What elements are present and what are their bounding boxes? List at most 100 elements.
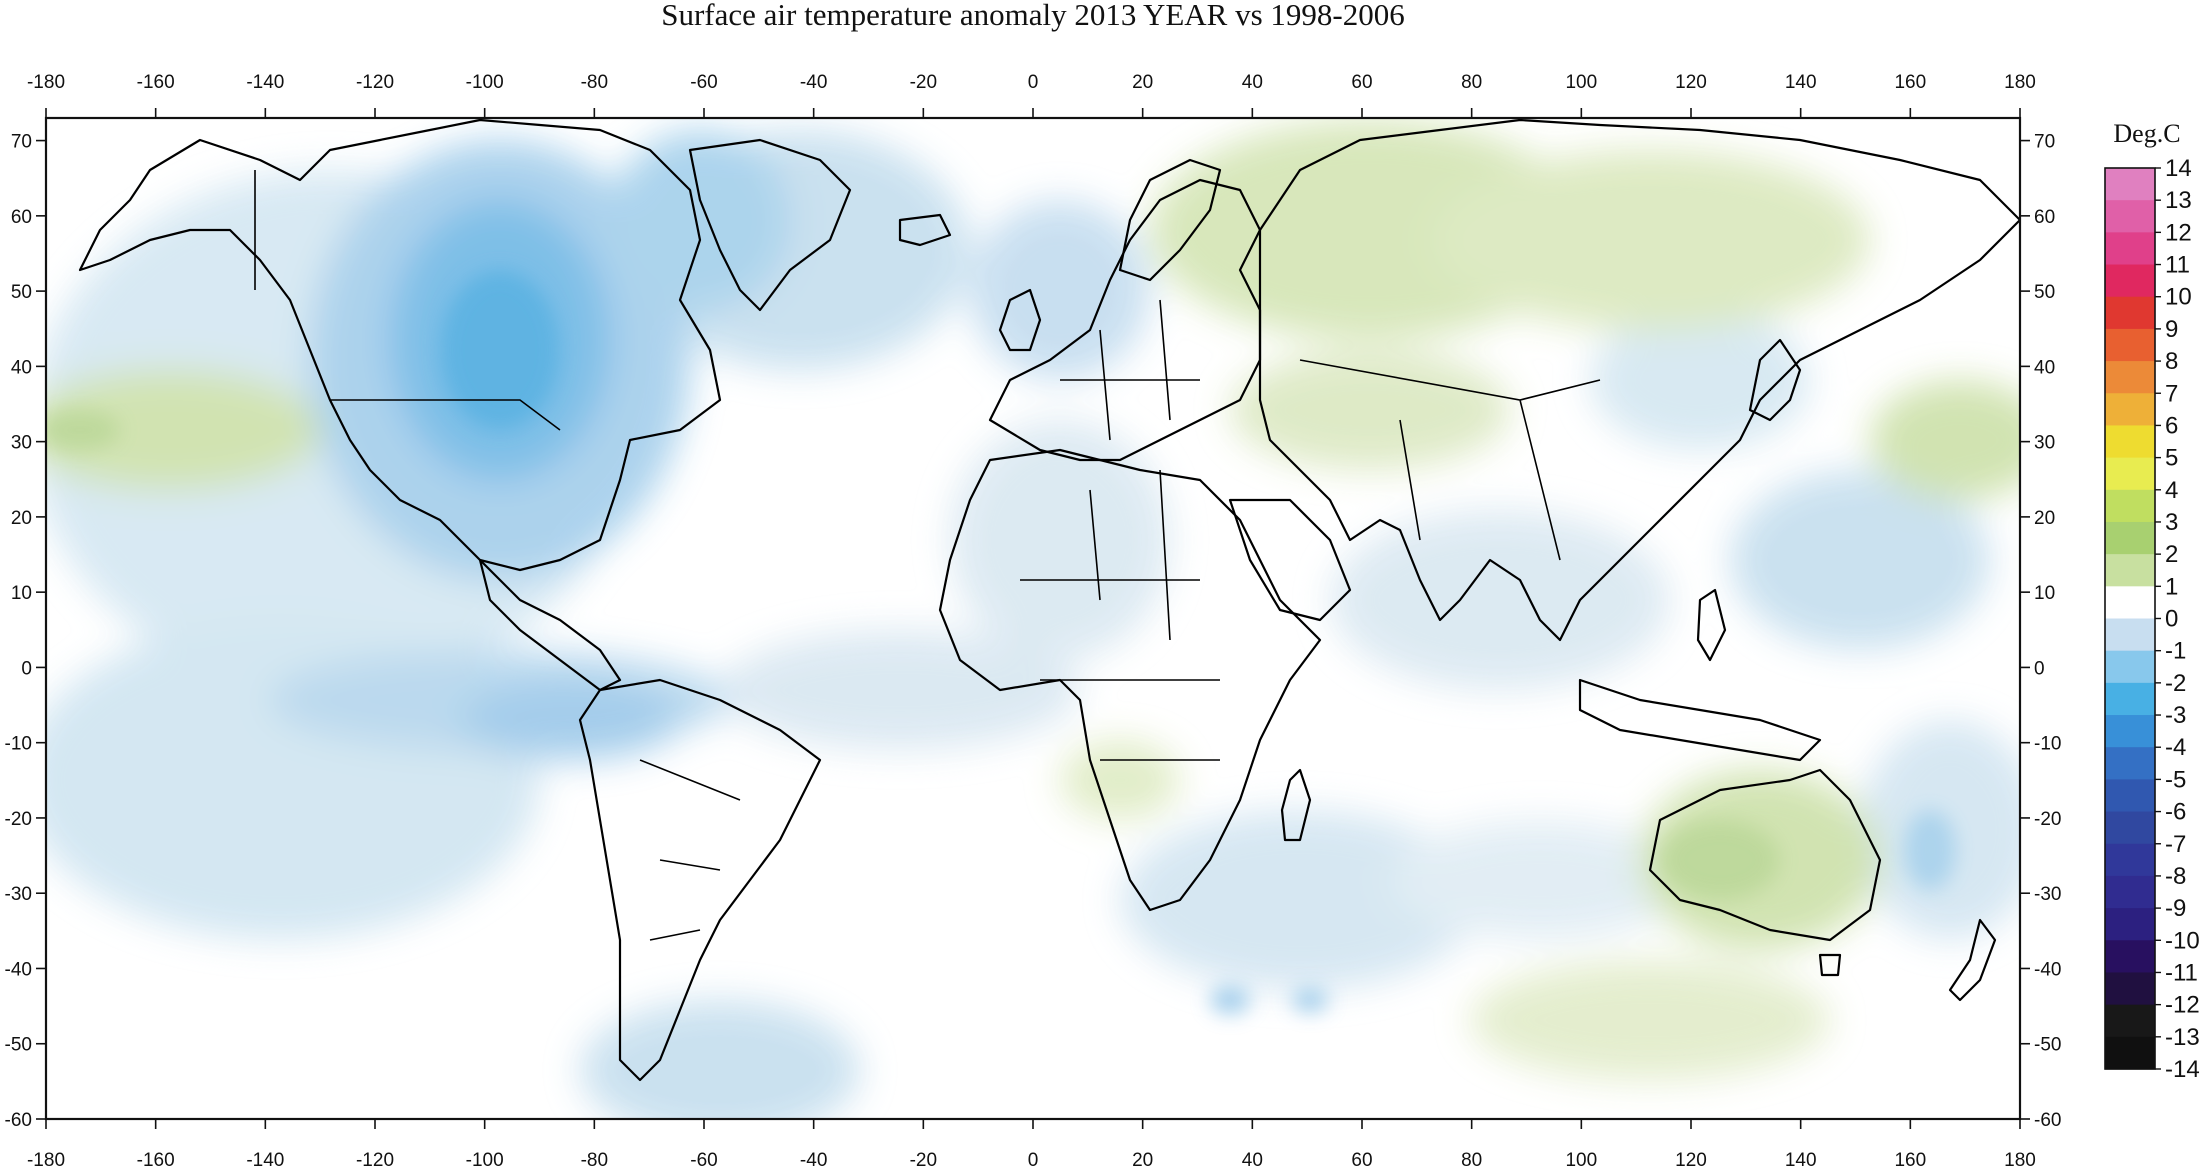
colorbar-label: -14 bbox=[2165, 1056, 2200, 1083]
colorbar-labels: 14131211109876543210-1-2-3-4-5-6-7-8-9-1… bbox=[2155, 155, 2200, 1083]
lat-tick-label: 60 bbox=[11, 207, 32, 228]
north-america-outline bbox=[78, 118, 722, 572]
colorbar-label: 2 bbox=[2165, 541, 2178, 568]
colorbar-label: 1 bbox=[2165, 573, 2178, 600]
colorbar-swatch bbox=[2105, 1036, 2155, 1070]
colorbar-label: -10 bbox=[2165, 927, 2200, 954]
south-america-borders bbox=[639, 759, 741, 941]
lat-tick-label: -50 bbox=[5, 1035, 32, 1056]
lat-tick-label: 70 bbox=[11, 132, 32, 153]
colorbar-label: -4 bbox=[2165, 734, 2186, 761]
colorbar-label: 13 bbox=[2165, 187, 2192, 214]
colorbar-swatch bbox=[2105, 586, 2155, 620]
lat-tick-label: 10 bbox=[11, 583, 32, 604]
colorbar-swatch bbox=[2105, 908, 2155, 941]
colorbar-label: -11 bbox=[2165, 959, 2198, 986]
lon-tick-label: -80 bbox=[581, 72, 608, 93]
colorbar-label: -8 bbox=[2165, 863, 2186, 890]
colorbar-swatch bbox=[2105, 200, 2155, 233]
colorbar-label: 5 bbox=[2165, 445, 2178, 472]
colorbar-swatch bbox=[2105, 940, 2155, 974]
colorbar-label: 0 bbox=[2165, 606, 2178, 633]
tasmania-outline bbox=[1818, 953, 1842, 977]
lat-tick-label: -10 bbox=[5, 734, 32, 755]
colorbar-swatch bbox=[2105, 457, 2155, 491]
asia-borders bbox=[1299, 359, 1601, 561]
new-zealand-outline bbox=[1948, 918, 1997, 1002]
lon-tick-label: -100 bbox=[466, 72, 504, 93]
lon-tick-label: 120 bbox=[1675, 1150, 1707, 1171]
colorbar-swatch bbox=[2105, 715, 2155, 748]
colorbar-swatch bbox=[2105, 521, 2155, 555]
lon-tick-label: -180 bbox=[27, 1150, 65, 1171]
colorbar-label: 4 bbox=[2165, 477, 2178, 504]
colorbar-swatch bbox=[2105, 554, 2155, 587]
colorbar-swatch bbox=[2105, 650, 2155, 684]
south-america-outline bbox=[578, 678, 822, 1082]
lon-tick-label: -40 bbox=[800, 1150, 827, 1171]
colorbar-swatch bbox=[2105, 168, 2155, 201]
lon-tick-label: -180 bbox=[27, 72, 65, 93]
lon-tick-label: -120 bbox=[356, 1150, 394, 1171]
lon-tick-label: -160 bbox=[137, 72, 175, 93]
lon-tick-label: 60 bbox=[1351, 72, 1372, 93]
colorbar-label: -3 bbox=[2165, 702, 2186, 729]
lat-tick-label: -60 bbox=[2034, 1110, 2061, 1131]
colorbar-swatch bbox=[2105, 747, 2155, 780]
lon-ticks-bottom: -180 -160 -140 -120 -100 -80 -60 -40 -20 0 20 40 60 8… bbox=[27, 1119, 2036, 1171]
colorbar-swatch bbox=[2105, 328, 2155, 362]
lat-tick-label: 10 bbox=[2034, 583, 2055, 604]
madagascar-outline bbox=[1280, 768, 1312, 842]
arabia-outline bbox=[1228, 498, 1352, 622]
colorbar-label: 7 bbox=[2165, 380, 2178, 407]
colorbar-label: 14 bbox=[2165, 155, 2192, 182]
lon-ticks-top: -180 -160 -140 -120 -100 -80 -60 -40 -20 0 20 40 60 8… bbox=[27, 72, 2036, 118]
indonesia-outline bbox=[1578, 678, 1822, 762]
lon-tick-label: 120 bbox=[1675, 72, 1707, 93]
lon-tick-label: -20 bbox=[910, 72, 937, 93]
lat-tick-label: -60 bbox=[5, 1110, 32, 1131]
lat-tick-label: -30 bbox=[2034, 884, 2061, 905]
lon-tick-label: 0 bbox=[1028, 1150, 1039, 1171]
lat-tick-label: -20 bbox=[2034, 809, 2061, 830]
lon-tick-label: -120 bbox=[356, 72, 394, 93]
colorbar-swatch bbox=[2105, 779, 2155, 813]
colorbar-swatch bbox=[2105, 875, 2155, 909]
lon-tick-label: 100 bbox=[1565, 72, 1597, 93]
lat-tick-label: -20 bbox=[5, 809, 32, 830]
map-title: Surface air temperature anomaly 2013 YEA… bbox=[661, 0, 1405, 32]
colorbar-label: 3 bbox=[2165, 509, 2178, 536]
usa-canada-border bbox=[330, 399, 561, 431]
colorbar-label: -5 bbox=[2165, 766, 2186, 793]
lon-tick-label: 100 bbox=[1565, 1150, 1597, 1171]
lon-tick-label: 80 bbox=[1461, 1150, 1482, 1171]
colorbar-label: 8 bbox=[2165, 348, 2178, 375]
lon-tick-label: 60 bbox=[1351, 1150, 1372, 1171]
colorbar-swatch bbox=[2105, 972, 2155, 1006]
colorbar-swatch bbox=[2105, 393, 2155, 427]
lat-tick-label: 50 bbox=[11, 282, 32, 303]
lat-tick-label: 40 bbox=[11, 357, 32, 378]
asia-outline bbox=[1258, 118, 2020, 642]
lon-tick-label: 80 bbox=[1461, 72, 1482, 93]
colorbar-legend: Deg.C 14131211109876543210-1-2-3-4-5-6-7… bbox=[2104, 119, 2200, 1083]
colorbar-label: -13 bbox=[2165, 1024, 2200, 1051]
lon-tick-label: -60 bbox=[690, 1150, 717, 1171]
lon-tick-label: -60 bbox=[690, 72, 717, 93]
lat-tick-label: 0 bbox=[21, 658, 32, 679]
colorbar-swatch bbox=[2105, 843, 2155, 877]
lon-tick-label: 20 bbox=[1132, 1150, 1153, 1171]
colorbar-swatch bbox=[2105, 682, 2155, 716]
colorbar-swatch bbox=[2105, 811, 2155, 845]
lat-tick-label: -30 bbox=[5, 884, 32, 905]
colorbar-swatch bbox=[2105, 425, 2155, 459]
africa-borders bbox=[1020, 469, 1220, 761]
lat-tick-label: 70 bbox=[2034, 132, 2055, 153]
colorbar-label: -1 bbox=[2165, 638, 2186, 665]
colorbar-label: 6 bbox=[2165, 412, 2178, 439]
greenland-outline bbox=[688, 138, 852, 312]
philippines-outline bbox=[1696, 588, 1727, 662]
lat-tick-label: 40 bbox=[2034, 357, 2055, 378]
lon-tick-label: 140 bbox=[1785, 1150, 1817, 1171]
colorbar bbox=[2104, 167, 2156, 1070]
